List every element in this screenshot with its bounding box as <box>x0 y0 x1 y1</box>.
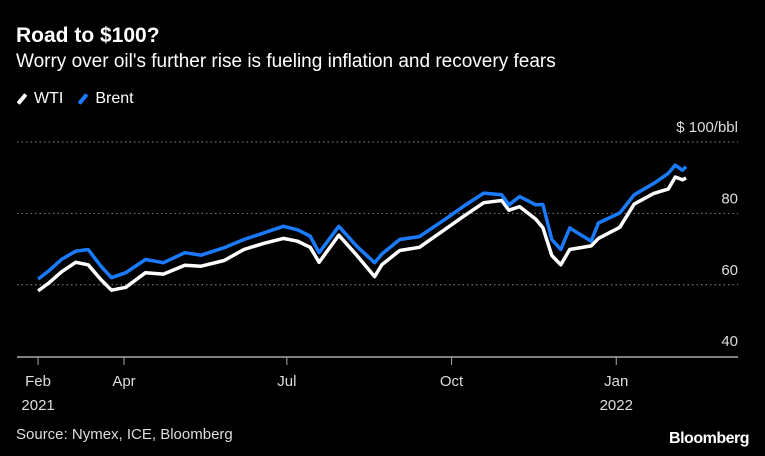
series-line-wti <box>37 175 687 293</box>
y-tick-label: 60 <box>721 262 738 279</box>
x-tick-label: Apr <box>112 373 135 390</box>
series-line-brent <box>37 163 688 281</box>
bloomberg-logo: Bloomberg <box>669 430 749 447</box>
source-note: Source: Nymex, ICE, Bloomberg <box>16 426 233 443</box>
chart-subtitle: Worry over oil's further rise is fueling… <box>16 51 556 72</box>
legend-label-brent: Brent <box>95 90 134 107</box>
x-tick-year: 2022 <box>600 397 633 414</box>
legend-item-wti: WTI <box>16 90 63 108</box>
legend-item-brent: Brent <box>77 90 134 108</box>
y-tick-label: $ 100/bbl <box>676 119 738 136</box>
x-tick-year: 2021 <box>21 397 54 414</box>
y-tick-label: 40 <box>721 333 738 350</box>
x-tick-label: Jul <box>277 373 296 390</box>
x-tick-label: Jan <box>604 373 628 390</box>
chart-title: Road to $100? <box>16 24 160 47</box>
x-tick-label: Oct <box>440 373 464 390</box>
y-tick-label: 80 <box>721 190 738 207</box>
x-tick-label: Feb <box>25 373 51 390</box>
legend-label-wti: WTI <box>34 90 64 107</box>
legend: WTI Brent <box>16 90 134 108</box>
